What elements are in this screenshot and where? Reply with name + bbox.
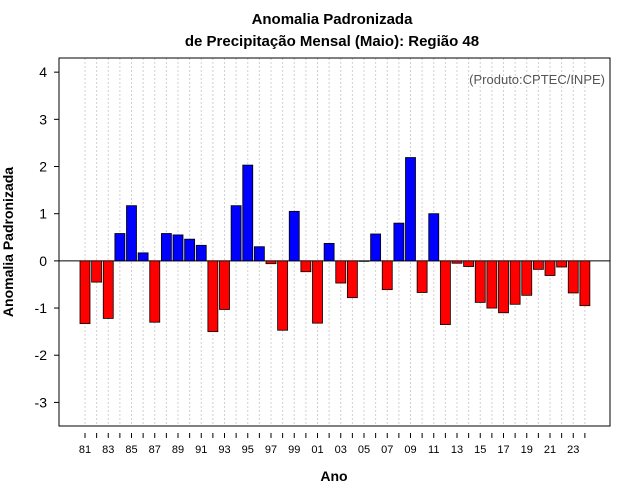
y-tick-label: 0 (39, 253, 47, 269)
bar-2017 (498, 260, 509, 314)
x-tick-label: 17 (497, 444, 509, 456)
bar-1994 (230, 205, 242, 262)
x-tick-label: 93 (218, 444, 230, 456)
bar-2014 (463, 260, 475, 267)
bar-2022 (556, 260, 568, 268)
x-axis: 81 83 85 87 89 91 93 95 97 99 01 03 05 07 09 11 13 15 17 19… (79, 433, 586, 456)
plot-frame (58, 57, 611, 427)
bar-2004 (346, 260, 358, 299)
x-tick-label: 05 (358, 444, 370, 456)
bar-2008 (393, 222, 405, 262)
x-tick-label: 97 (265, 444, 277, 456)
bars (79, 157, 591, 333)
bar-1990 (184, 238, 196, 262)
x-tick-label: 09 (404, 444, 416, 456)
bar-1991 (195, 244, 207, 262)
bar-2000 (300, 260, 312, 273)
bar-2019 (521, 260, 533, 296)
bar-2011 (428, 213, 440, 262)
x-tick-label: 83 (102, 444, 114, 456)
bar-2015 (474, 260, 486, 303)
bar-1989 (172, 234, 184, 262)
bar-2001 (312, 260, 323, 324)
bar-1982 (91, 260, 103, 283)
y-tick-label: 4 (39, 64, 47, 80)
bar-1993 (219, 260, 230, 310)
bar-2018 (509, 260, 521, 305)
x-tick-label: 07 (381, 444, 393, 456)
x-tick-label: 13 (451, 444, 463, 456)
bar-2016 (486, 260, 498, 309)
x-axis-label: Ano (320, 468, 347, 484)
grid-lines (84, 58, 586, 426)
x-tick-label: 81 (79, 444, 91, 456)
y-axis: -3 -2 -1 0 1 2 3 4 (35, 64, 59, 410)
x-tick-label: 87 (149, 444, 161, 456)
bar-2023 (567, 260, 579, 294)
bar-2005 (358, 260, 370, 262)
bar-1999 (288, 210, 300, 262)
x-tick-label: 85 (125, 444, 137, 456)
x-tick-label: 03 (335, 444, 347, 456)
bar-2012 (439, 260, 451, 325)
bar-1984 (114, 233, 126, 262)
x-tick-label: 23 (567, 444, 579, 456)
bar-2013 (451, 260, 463, 264)
bar-1983 (102, 260, 114, 319)
bar-2010 (416, 260, 428, 293)
bar-2020 (532, 260, 544, 270)
bar-2007 (381, 260, 393, 291)
y-tick-label: -3 (35, 394, 48, 410)
x-tick-label: 89 (172, 444, 184, 456)
x-tick-label: 15 (474, 444, 486, 456)
y-tick-label: 2 (39, 159, 47, 175)
bar-1987 (149, 260, 161, 323)
bar-1996 (253, 246, 265, 262)
bar-2009 (405, 157, 416, 262)
bar-1997 (265, 260, 277, 265)
bar-1981 (79, 260, 91, 325)
chart-title-line1: Anomalia Padronizada (252, 11, 414, 28)
bar-2021 (544, 260, 556, 276)
bar-1995 (242, 164, 254, 262)
bar-1998 (277, 260, 289, 331)
x-tick-label: 19 (521, 444, 533, 456)
y-tick-label: 1 (39, 206, 47, 222)
x-tick-label: 11 (428, 444, 439, 456)
bar-2024 (579, 260, 591, 307)
bar-2003 (335, 260, 347, 284)
bar-2002 (323, 243, 335, 262)
y-tick-label: -1 (35, 300, 48, 316)
y-tick-label: 3 (39, 111, 47, 127)
x-tick-label: 91 (195, 444, 207, 456)
x-tick-label: 01 (311, 444, 323, 456)
y-tick-label: -2 (35, 347, 48, 363)
bar-1992 (207, 260, 219, 333)
bar-1988 (160, 233, 172, 262)
x-tick-label: 21 (544, 444, 556, 456)
y-axis-label: Anomalia Padronizada (0, 167, 16, 317)
bar-2006 (370, 233, 382, 262)
x-tick-label: 95 (242, 444, 254, 456)
x-tick-label: 99 (288, 444, 300, 456)
bar-1986 (137, 252, 149, 262)
product-annotation: (Produto:CPTEC/INPE) (469, 72, 605, 87)
chart-title-line2: de Precipitação Mensal (Maio): Região 48 (185, 33, 479, 50)
bar-1985 (126, 205, 137, 262)
